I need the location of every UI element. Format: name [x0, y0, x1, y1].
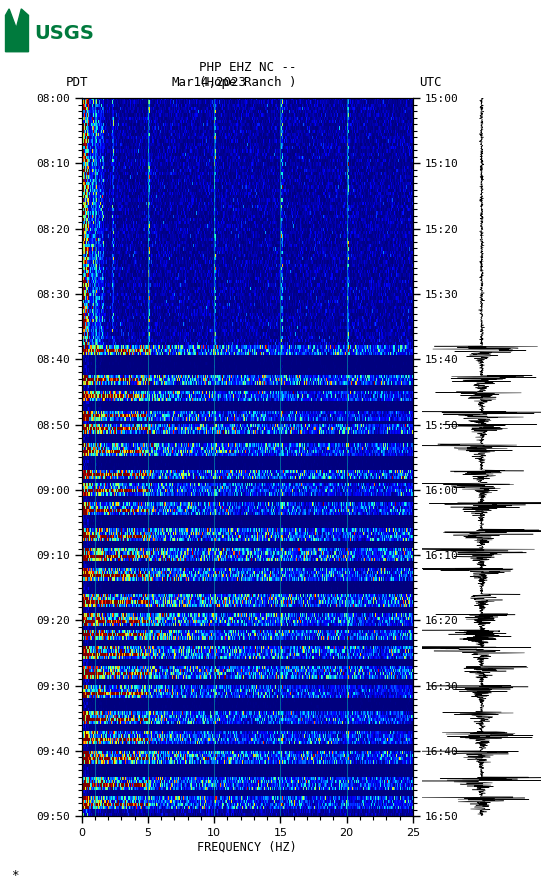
Text: USGS: USGS — [34, 24, 94, 43]
Text: PHP EHZ NC --: PHP EHZ NC -- — [199, 62, 296, 74]
Text: *: * — [11, 869, 19, 881]
Text: Mar14,2023: Mar14,2023 — [171, 76, 246, 88]
X-axis label: FREQUENCY (HZ): FREQUENCY (HZ) — [198, 841, 297, 854]
Text: UTC: UTC — [420, 76, 442, 88]
Text: PDT: PDT — [66, 76, 89, 88]
Polygon shape — [6, 9, 29, 52]
Text: (Hope Ranch ): (Hope Ranch ) — [199, 76, 296, 88]
